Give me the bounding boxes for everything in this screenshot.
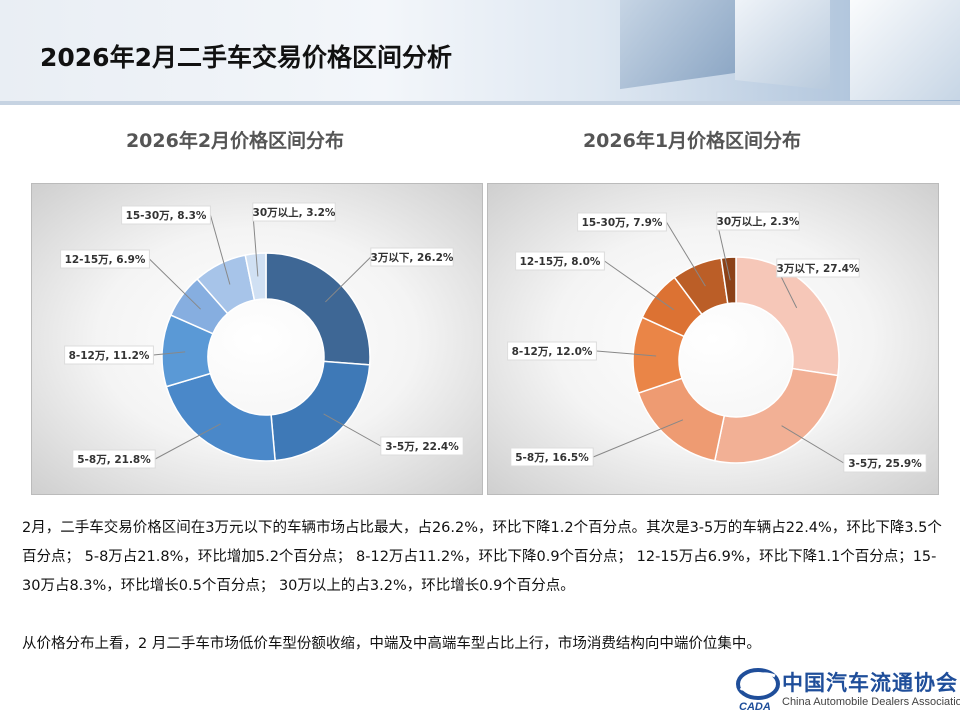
page-title: 2026年2月二手车交易价格区间分析 [40, 43, 452, 72]
header-banner [0, 0, 960, 105]
leader-line-5 [149, 258, 201, 310]
leader-line-4 [153, 351, 186, 356]
chart-title-jan: 2026年1月价格区间分布 [582, 130, 802, 152]
donut-slice-3 [165, 372, 276, 462]
data-label-box-6 [121, 205, 211, 225]
leader-line-2 [781, 425, 845, 464]
data-label-4: 8-12万, 12.0% [512, 346, 593, 358]
donut-slice-1 [265, 252, 371, 366]
data-label-6: 15-30万, 8.3% [126, 210, 207, 222]
leader-line-7 [716, 220, 731, 281]
leader-line-6 [209, 214, 231, 285]
data-label-box-3 [510, 447, 594, 467]
chart-panel-feb: 3万以下, 26.2% 3-5万, 22.4% 5-8万, 21.8% 8-12万, … [31, 183, 483, 495]
logo-mark-text: CADA [739, 701, 771, 713]
data-label-2: 3-5万, 25.9% [848, 458, 922, 470]
data-label-5: 12-15万, 6.9% [65, 254, 146, 266]
chart-title-feb: 2026年2月价格区间分布 [125, 130, 345, 152]
data-label-7: 30万以上, 2.3% [717, 215, 800, 228]
leader-line-2 [323, 413, 382, 447]
data-label-box-3 [72, 449, 156, 469]
leader-line-7 [252, 211, 259, 277]
cada-logo: CADA 中国汽车流通协会 China Automobile Dealers A… [735, 664, 960, 714]
leader-line-5 [604, 260, 675, 311]
header-divider [0, 101, 960, 105]
chart-panel-jan: 3万以下, 27.4% 3-5万, 25.9% 5-8万, 16.5% 8-12万, … [487, 183, 939, 495]
decor-cube [850, 0, 960, 100]
donut-chart-jan: 3万以下, 27.4% 3-5万, 25.9% 5-8万, 16.5% 8-12万, … [507, 211, 927, 473]
data-label-box-1 [776, 258, 860, 278]
data-label-box-6 [577, 212, 667, 232]
data-label-box-4 [64, 345, 154, 365]
logo-name-en: China Automobile Dealers Association [782, 696, 960, 708]
data-label-2: 3-5万, 22.4% [385, 441, 459, 453]
data-label-3: 5-8万, 16.5% [515, 452, 589, 464]
data-label-box-1 [370, 247, 454, 267]
data-label-box-2 [843, 453, 927, 473]
data-label-3: 5-8万, 21.8% [77, 454, 151, 466]
logo-name-cn: 中国汽车流通协会 [782, 670, 958, 695]
data-label-7: 30万以上, 3.2% [253, 206, 336, 219]
data-label-1: 3万以下, 26.2% [371, 252, 454, 264]
decor-cube [620, 0, 750, 90]
donut-slice-2 [713, 367, 839, 464]
leader-line-3 [154, 423, 221, 460]
donut-chart-feb: 3万以下, 26.2% 3-5万, 22.4% 5-8万, 21.8% 8-12万, … [60, 202, 464, 469]
data-label-box-7 [252, 202, 336, 222]
donut-slice-7 [244, 252, 267, 302]
data-label-box-5 [515, 251, 605, 271]
donut-slice-2 [270, 360, 371, 462]
conclusion-paragraph: 从价格分布上看，2 月二手车市场低价车型份额收缩，中端及中高端车型占比上行，市场… [22, 636, 761, 652]
donut-slice-7 [720, 256, 737, 305]
leader-line-4 [596, 350, 657, 357]
leader-line-6 [665, 221, 706, 287]
analysis-paragraph: 2月，二手车交易价格区间在3万元以下的车辆市场占比最大，占26.2%，环比下降1… [22, 520, 942, 594]
leader-line-3 [593, 419, 684, 458]
data-label-6: 15-30万, 7.9% [582, 217, 663, 229]
data-label-1: 3万以下, 27.4% [777, 263, 860, 275]
donut-slice-3 [637, 377, 726, 462]
leader-line-1 [325, 256, 372, 303]
data-label-box-7 [716, 211, 800, 231]
data-label-5: 12-15万, 8.0% [520, 256, 601, 268]
data-label-box-5 [60, 249, 150, 269]
data-label-box-2 [380, 436, 464, 456]
data-label-4: 8-12万, 11.2% [69, 350, 150, 362]
decor-cube [735, 0, 830, 90]
cada-logo-mark: CADA [736, 668, 780, 713]
data-label-box-4 [507, 341, 597, 361]
